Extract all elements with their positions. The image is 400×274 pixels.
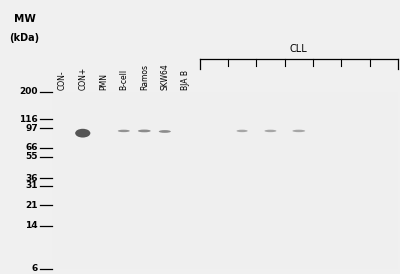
Ellipse shape bbox=[236, 130, 248, 132]
Text: Ramos: Ramos bbox=[140, 64, 149, 90]
Ellipse shape bbox=[138, 130, 151, 132]
Ellipse shape bbox=[75, 129, 90, 138]
Text: PMN: PMN bbox=[99, 73, 108, 90]
Text: 14: 14 bbox=[25, 221, 38, 230]
Text: B-cell: B-cell bbox=[119, 69, 128, 90]
Ellipse shape bbox=[118, 130, 130, 132]
Ellipse shape bbox=[264, 130, 276, 132]
Ellipse shape bbox=[159, 130, 171, 133]
Text: 200: 200 bbox=[20, 87, 38, 96]
Text: SKW64: SKW64 bbox=[160, 64, 169, 90]
Text: 66: 66 bbox=[26, 143, 38, 152]
Text: 21: 21 bbox=[26, 201, 38, 210]
Text: MW: MW bbox=[14, 14, 36, 24]
Bar bbox=[52, 92, 398, 269]
Text: 31: 31 bbox=[26, 181, 38, 190]
Text: 97: 97 bbox=[25, 124, 38, 133]
Text: (kDa): (kDa) bbox=[9, 33, 39, 43]
Ellipse shape bbox=[292, 130, 305, 132]
Text: 36: 36 bbox=[26, 174, 38, 183]
Text: BJA B: BJA B bbox=[181, 70, 190, 90]
Text: 6: 6 bbox=[32, 264, 38, 273]
Text: 55: 55 bbox=[26, 152, 38, 161]
Text: CON-: CON- bbox=[58, 71, 67, 90]
Text: 116: 116 bbox=[19, 115, 38, 124]
Text: CON+: CON+ bbox=[78, 67, 87, 90]
Text: CLL: CLL bbox=[290, 44, 308, 54]
